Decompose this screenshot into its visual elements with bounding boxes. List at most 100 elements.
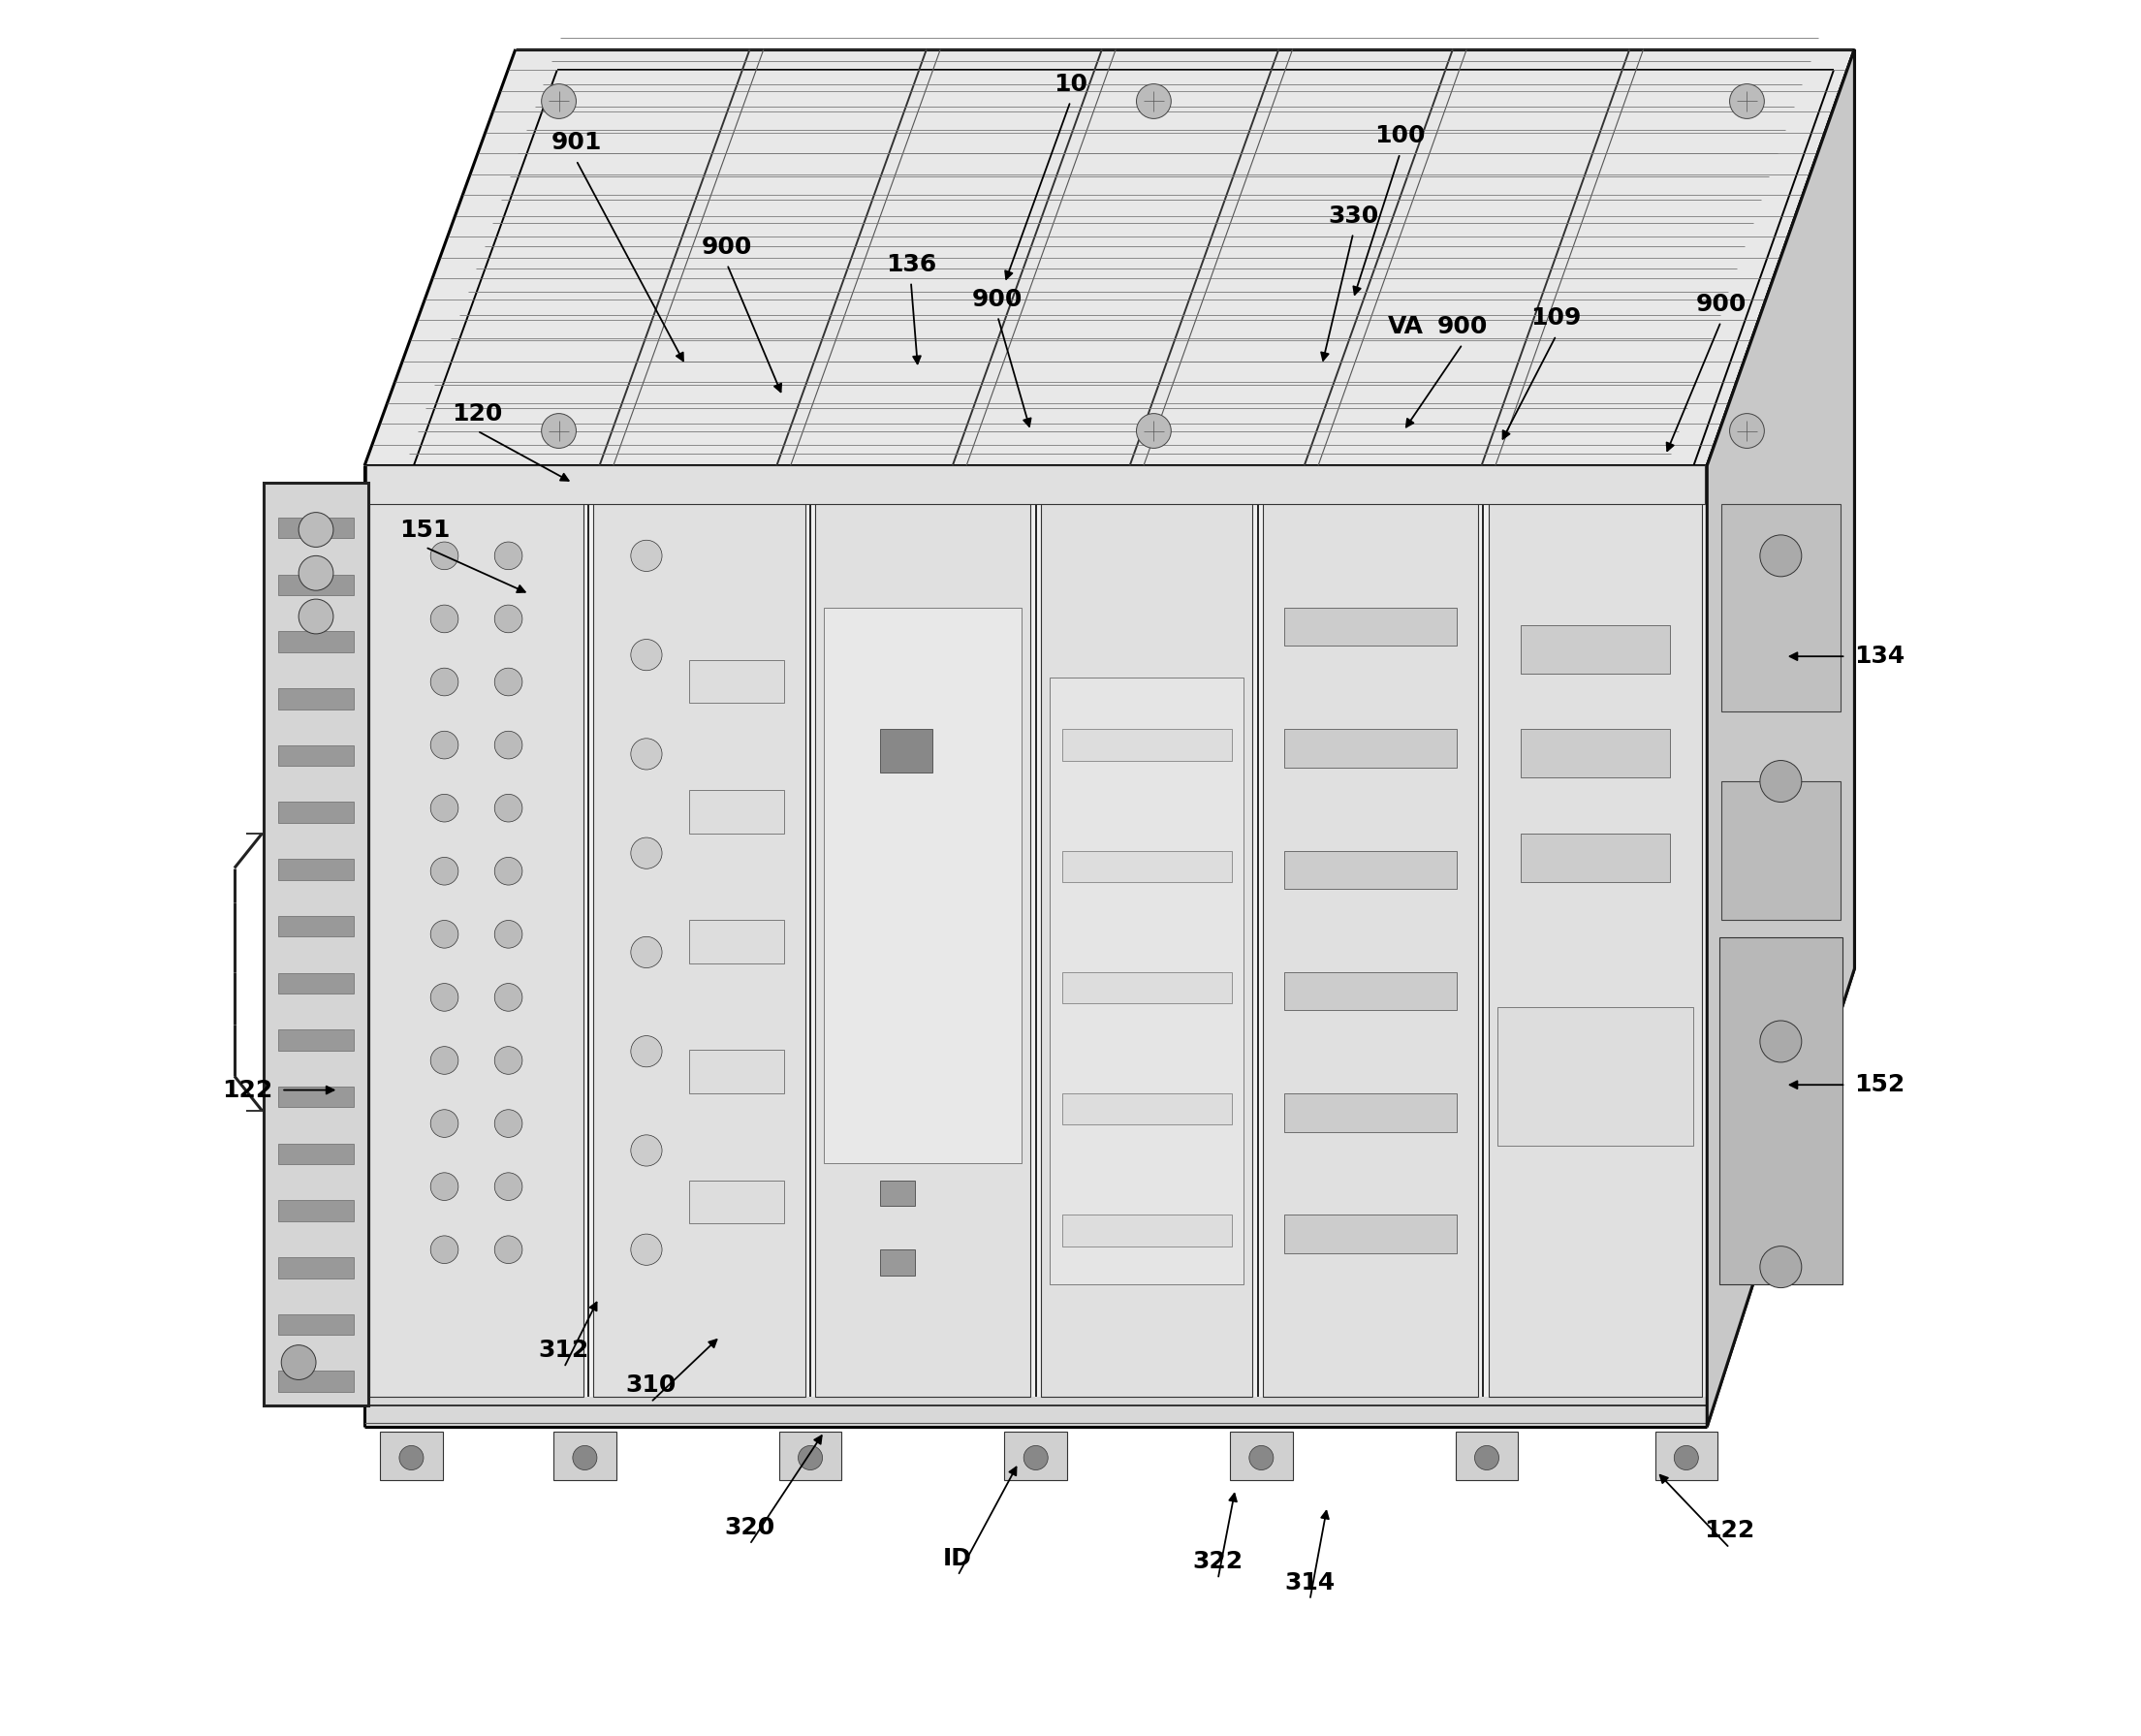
Circle shape (1760, 1021, 1801, 1062)
Bar (278, 1314, 353, 1335)
Bar (689, 1180, 784, 1224)
Circle shape (430, 542, 458, 569)
Bar (278, 917, 353, 937)
Circle shape (430, 793, 458, 821)
Bar (1520, 625, 1670, 674)
Bar (1062, 729, 1231, 760)
Text: 151: 151 (400, 517, 450, 542)
Bar (1719, 937, 1843, 1285)
Bar (555, 1432, 617, 1481)
Circle shape (430, 604, 458, 632)
Text: 312: 312 (540, 1338, 589, 1361)
Bar (278, 1200, 353, 1220)
Circle shape (280, 1345, 317, 1380)
Polygon shape (364, 49, 1854, 465)
Circle shape (430, 1109, 458, 1137)
Bar (1049, 677, 1244, 1285)
Circle shape (430, 1174, 458, 1200)
Bar (1497, 1007, 1694, 1146)
Bar (1456, 1432, 1518, 1481)
Bar (779, 1432, 841, 1481)
Circle shape (1730, 83, 1764, 118)
Bar (689, 660, 784, 703)
Bar (1285, 608, 1456, 646)
Circle shape (430, 731, 458, 759)
Circle shape (1760, 1246, 1801, 1288)
Bar (278, 687, 353, 708)
Bar (1520, 729, 1670, 778)
Bar (1285, 1215, 1456, 1253)
Bar (1004, 1432, 1066, 1481)
Circle shape (632, 1036, 662, 1068)
Text: 136: 136 (886, 253, 936, 276)
Text: 109: 109 (1531, 307, 1582, 330)
Circle shape (1760, 760, 1801, 802)
Bar (1285, 1094, 1456, 1132)
Text: 152: 152 (1854, 1073, 1905, 1097)
Text: 314: 314 (1285, 1571, 1336, 1594)
Circle shape (1760, 535, 1801, 576)
Bar (593, 495, 805, 1397)
Bar (278, 1257, 353, 1278)
Circle shape (1023, 1446, 1047, 1470)
Circle shape (495, 793, 522, 821)
Text: 900: 900 (702, 236, 751, 259)
Circle shape (430, 668, 458, 696)
Bar (278, 1371, 353, 1392)
Bar (1285, 729, 1456, 767)
Text: VA: VA (1387, 316, 1424, 339)
Text: 10: 10 (1053, 73, 1088, 95)
Bar (1285, 851, 1456, 889)
Bar (278, 575, 353, 595)
Bar (1062, 1215, 1231, 1246)
Text: 901: 901 (550, 132, 602, 155)
Bar (263, 483, 368, 1406)
Bar (824, 608, 1021, 1163)
Bar (689, 790, 784, 833)
Circle shape (495, 983, 522, 1010)
Text: ID: ID (944, 1547, 972, 1569)
Polygon shape (1706, 49, 1854, 1427)
Bar (366, 465, 1706, 503)
Circle shape (495, 604, 522, 632)
Text: 310: 310 (625, 1373, 677, 1396)
Circle shape (799, 1446, 822, 1470)
Bar (880, 1250, 914, 1276)
Bar (1041, 495, 1252, 1397)
Circle shape (632, 738, 662, 769)
Bar (1721, 503, 1841, 712)
Text: 134: 134 (1854, 644, 1905, 668)
Circle shape (430, 1047, 458, 1075)
Polygon shape (364, 495, 1706, 1397)
Bar (278, 1144, 353, 1165)
Circle shape (632, 937, 662, 969)
Circle shape (632, 837, 662, 868)
Circle shape (495, 1236, 522, 1264)
Bar (1520, 833, 1670, 882)
Circle shape (495, 1109, 522, 1137)
Circle shape (1248, 1446, 1274, 1470)
Bar (880, 729, 931, 773)
Circle shape (430, 983, 458, 1010)
Circle shape (632, 1135, 662, 1167)
Text: 900: 900 (1437, 316, 1488, 339)
Bar (278, 859, 353, 880)
Circle shape (1475, 1446, 1499, 1470)
Text: 322: 322 (1193, 1550, 1244, 1573)
Text: 100: 100 (1375, 125, 1426, 148)
Circle shape (632, 639, 662, 670)
Text: 122: 122 (223, 1078, 272, 1102)
Bar (278, 745, 353, 766)
Text: 320: 320 (724, 1516, 775, 1538)
Polygon shape (364, 465, 1706, 1427)
Bar (278, 1087, 353, 1108)
Circle shape (495, 920, 522, 948)
Bar (689, 1050, 784, 1094)
Text: 900: 900 (1696, 293, 1747, 316)
Bar (381, 1432, 443, 1481)
Circle shape (430, 920, 458, 948)
Bar (816, 495, 1030, 1397)
Circle shape (542, 413, 576, 448)
Bar (1263, 495, 1477, 1397)
Circle shape (430, 1236, 458, 1264)
